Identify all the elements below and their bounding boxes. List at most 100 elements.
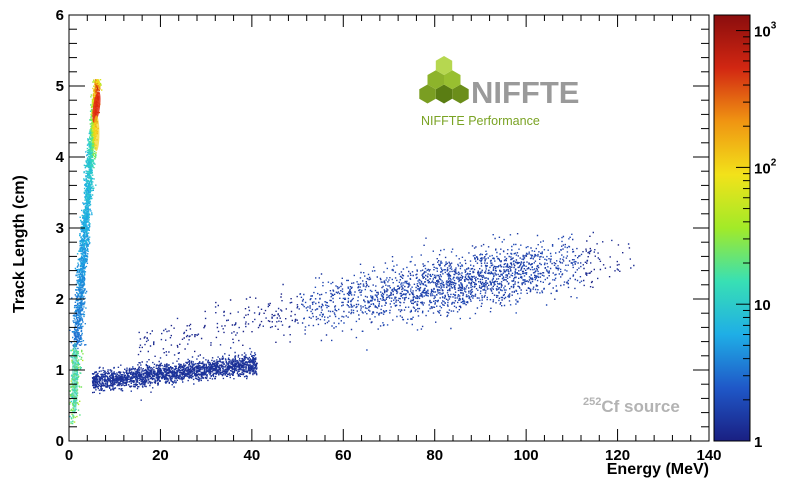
density-cells xyxy=(79,414,81,416)
colorbar-ticks xyxy=(736,30,750,442)
x-tick-label: 20 xyxy=(152,447,169,464)
alpha-peak xyxy=(92,91,101,124)
density-cells xyxy=(76,335,79,337)
colorbar-label: 103 xyxy=(754,21,777,41)
density-cells xyxy=(90,118,93,120)
colorbar-label: 102 xyxy=(754,157,777,177)
alpha-ridge xyxy=(93,115,100,152)
density-cells xyxy=(78,385,80,387)
logo-hexagons-icon xyxy=(419,56,469,104)
alpha-base xyxy=(71,342,78,413)
colorbar-label-base: 10 xyxy=(754,24,771,41)
density-cells xyxy=(92,153,96,158)
logo-hexagon xyxy=(444,70,461,90)
density-cells xyxy=(80,160,91,246)
density-cells xyxy=(80,149,94,229)
colorbar-label: 10 xyxy=(754,297,771,314)
y-tick-label: 4 xyxy=(56,149,65,166)
colorbar-label-base: 10 xyxy=(754,160,771,177)
density-cells xyxy=(91,148,93,150)
density-cells xyxy=(75,260,88,341)
density-cells xyxy=(72,277,86,345)
colorbar xyxy=(713,14,751,442)
y-tick-label: 2 xyxy=(56,291,64,308)
colorbar-label: 1 xyxy=(754,434,762,451)
density-cells xyxy=(75,332,80,339)
niffte-logo: NIFFTE NIFFTE Performance xyxy=(419,56,580,128)
density-cells xyxy=(72,262,85,347)
density-cells xyxy=(77,193,90,301)
density-cells xyxy=(91,145,96,155)
density-cells xyxy=(92,145,94,147)
density-cells xyxy=(96,81,100,86)
y-tick-label: 5 xyxy=(56,78,64,95)
colorbar-label-base: 10 xyxy=(754,297,771,314)
density-cells xyxy=(92,142,94,144)
density-cells xyxy=(95,86,97,88)
density-cells xyxy=(260,308,273,318)
y-tick-label: 6 xyxy=(56,7,64,24)
density-cells xyxy=(590,270,593,273)
density-cells xyxy=(80,386,83,388)
density-cells xyxy=(94,150,96,153)
density-cells xyxy=(97,87,99,90)
density-cells xyxy=(330,245,522,308)
logo-hexagon xyxy=(419,84,436,104)
x-tick-label: 120 xyxy=(605,447,630,464)
density-cells xyxy=(73,331,81,342)
logo-subtitle: NIFFTE Performance xyxy=(421,114,540,128)
density-cells xyxy=(281,324,284,326)
density-cells xyxy=(93,86,101,122)
logo-hexagon xyxy=(427,70,444,90)
density-cells xyxy=(74,323,80,346)
density-cells xyxy=(84,143,91,211)
density-cells xyxy=(94,79,97,81)
x-tick-label: 60 xyxy=(335,447,352,464)
x-tick-label: 0 xyxy=(65,447,73,464)
density-cells xyxy=(86,193,92,200)
density-cells xyxy=(73,243,89,333)
density-cells xyxy=(77,352,79,355)
density-cells xyxy=(79,182,90,279)
density-cells xyxy=(91,98,94,100)
density-cells xyxy=(80,356,83,359)
density-cells xyxy=(215,369,217,371)
density-cells xyxy=(77,403,80,406)
density-cells xyxy=(70,418,73,420)
density-cells xyxy=(90,122,93,125)
density-cells xyxy=(91,135,93,138)
density-cells xyxy=(70,395,72,397)
density-cells xyxy=(96,89,98,91)
density-cells xyxy=(271,313,273,316)
density-cells xyxy=(99,87,101,89)
density-cells xyxy=(77,202,92,291)
y-tick-label: 1 xyxy=(56,362,64,379)
density-cells xyxy=(75,259,85,328)
logo-hexagon xyxy=(435,84,453,104)
density-cells xyxy=(75,322,81,343)
density-cells xyxy=(90,113,92,116)
source-annotation-text: Cf source xyxy=(601,397,679,416)
density-cells xyxy=(83,138,94,222)
source-annotation-sup: 252 xyxy=(583,396,601,408)
y-axis-title: Track Length (cm) xyxy=(11,175,28,313)
density-cells xyxy=(90,134,92,136)
density-cells xyxy=(91,146,94,148)
density-cells xyxy=(93,89,96,120)
x-tick-label: 40 xyxy=(244,447,261,464)
density-cells xyxy=(76,351,79,353)
density-cells xyxy=(96,86,99,88)
logo-text: NIFFTE xyxy=(471,75,580,110)
density-cells xyxy=(92,160,94,163)
x-tick-label: 140 xyxy=(696,447,721,464)
colorbar-label-exp: 3 xyxy=(771,21,777,32)
colorbar-label-base: 1 xyxy=(754,434,762,451)
density-cells xyxy=(90,130,92,132)
density-cells xyxy=(76,210,90,301)
density-cells xyxy=(71,422,74,425)
density-cells xyxy=(91,125,94,127)
x-tick-label: 100 xyxy=(514,447,539,464)
source-annotation: 252Cf source xyxy=(583,396,680,416)
y-tick-label: 3 xyxy=(56,220,64,237)
y-tick-label: 0 xyxy=(56,433,64,450)
